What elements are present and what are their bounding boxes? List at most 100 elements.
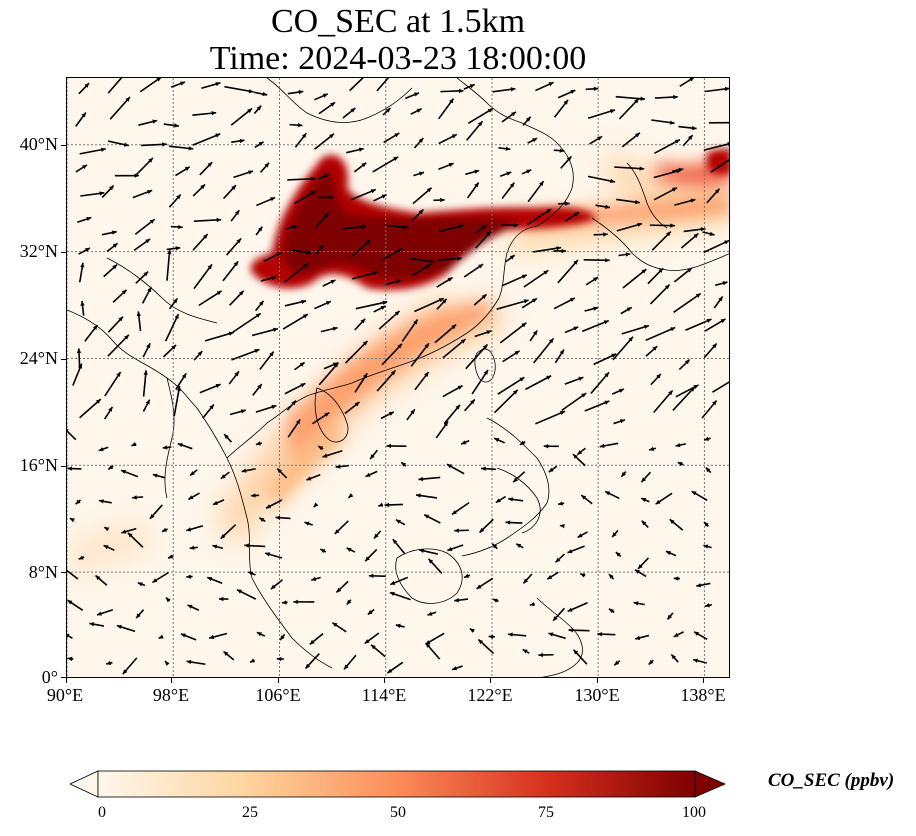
wind-vector-head [67,656,73,662]
wind-vector-head [553,616,558,621]
wind-vector-head [223,651,229,656]
wind-vector-head [147,189,153,195]
wind-vector-head [523,578,529,584]
wind-vector-head [609,608,614,614]
wind-vector-head [324,174,330,179]
wind-vector-head [174,123,179,128]
wind-vector-head [469,84,475,89]
wind-vector-shaft [615,95,646,100]
wind-vector-head [108,465,114,470]
wind-vector-head [633,601,639,606]
wind-vector-head [687,267,692,273]
wind-vector-head [318,446,324,451]
wind-vector-head [718,296,723,302]
wind-vector-head [281,600,287,605]
wind-vector-head [548,338,554,344]
wind-vector-head [568,628,574,633]
wind-vector-head [486,231,491,237]
wind-vector-shaft [107,334,130,357]
wind-vector-head [116,624,122,630]
wind-vector-head [248,88,254,94]
map-title-line-1: CO_SEC at 1.5km [270,3,526,40]
wind-vector-head [641,498,647,503]
x-tick-114: 114°E [361,685,407,705]
wind-vector-shaft [618,98,640,120]
wind-vector-head [220,533,226,539]
wind-vector-head [145,238,151,244]
map-canvas [67,78,729,677]
y-tickmark [61,572,66,573]
wind-vector-shaft [673,292,702,313]
wind-vector-head [724,240,729,245]
wind-vector-head [86,216,92,222]
wind-vector-shaft [467,107,494,125]
wind-vector-shaft [414,297,445,313]
wind-vector-head [146,343,151,349]
wind-vector-head [577,533,583,538]
wind-vector-head [700,227,706,232]
wind-vector-head [269,351,274,357]
wind-vector-shaft [67,634,73,639]
wind-vector-head [80,301,85,306]
wind-vector-head [416,493,421,498]
wind-vector-head [302,263,308,269]
wind-vector-shaft [231,348,260,361]
wind-vector-head [186,574,191,579]
wind-vector-shaft [712,381,729,393]
wind-vector-head [329,133,335,139]
wind-vector-head [492,543,498,549]
wind-vector-head [449,98,454,104]
wind-vector-head [236,589,242,594]
y-tickmark [61,359,66,360]
wind-vector-head [306,250,312,255]
wind-vector-head [714,188,720,194]
wind-vector-head [149,219,155,224]
wind-vector-head [332,326,338,331]
wind-vector-head [295,419,301,425]
wind-vector-head [255,441,261,446]
y-tickmark [61,677,66,678]
wind-vector-head [522,649,528,654]
wind-vector-head [325,301,331,306]
colorbar-tick-25: 25 [242,804,258,821]
wind-vector-head [262,91,268,97]
wind-vector-shaft [654,138,681,154]
wind-vector-head [419,171,424,176]
wind-vector-head [599,443,605,449]
wind-vector-head [558,501,563,506]
wind-vector-head [670,327,676,332]
wind-vector-head [387,668,393,674]
wind-vector-head [508,497,514,502]
wind-vector-shaft [442,338,467,359]
wind-vector-head [276,252,282,257]
wind-vector-head [161,527,167,532]
wind-vector-head [301,133,307,139]
wind-vector-shaft [493,389,519,414]
wind-vector-shaft [685,318,712,332]
wind-vector-head [689,78,694,82]
wind-vector-head [136,311,141,317]
wind-vector-head [215,133,221,138]
wind-vector-head [706,318,712,323]
wind-vector-head [418,209,424,215]
wind-vector-head [704,603,710,608]
wind-vector-head [67,633,70,638]
wind-vector-head [610,178,615,184]
wind-vector-head [165,660,170,666]
colorbar-tick-0: 0 [98,804,106,821]
wind-vector-head [234,371,239,377]
y-tick-32: 32°N [19,241,58,261]
wind-vector-head [464,573,470,578]
wind-vector-head [367,610,373,615]
wind-vector-head [447,546,453,552]
wind-vector-shaft [193,263,213,290]
wind-vector-head [604,372,609,378]
wind-vector-head [390,580,396,585]
wind-vector-head [360,318,366,324]
wind-vector-shaft [104,371,122,397]
wind-vector-head [256,105,262,111]
wind-vector-head [324,212,329,218]
wind-vector-head [673,576,679,581]
wind-vector-head [614,660,620,666]
wind-vector-head [381,194,387,199]
